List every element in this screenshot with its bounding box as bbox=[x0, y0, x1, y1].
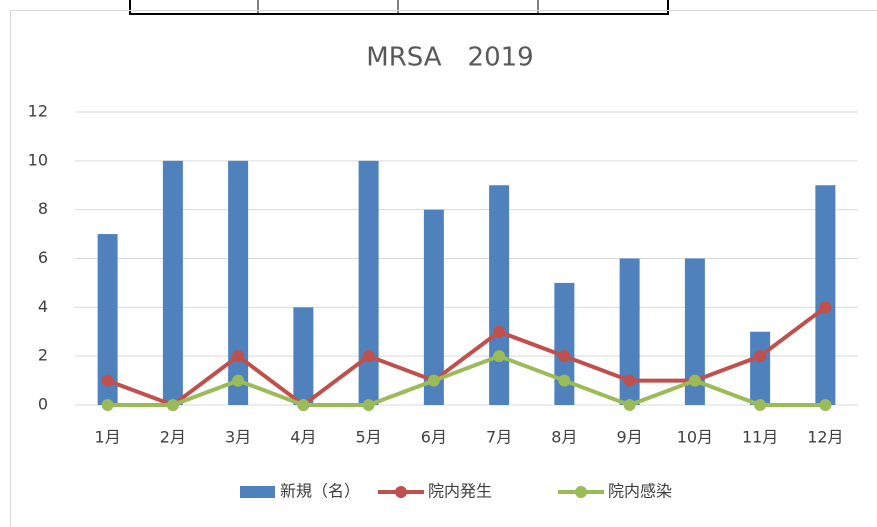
marker bbox=[819, 399, 832, 411]
x-tick-label: 6月 bbox=[421, 428, 447, 447]
bar bbox=[750, 331, 771, 405]
y-tick-label: 8 bbox=[38, 199, 48, 218]
y-tick-label: 12 bbox=[28, 102, 48, 121]
marker bbox=[623, 399, 636, 411]
x-tick-label: 8月 bbox=[551, 428, 577, 447]
bar bbox=[684, 258, 705, 405]
y-tick-label: 10 bbox=[28, 150, 48, 169]
bar bbox=[293, 307, 314, 405]
marker bbox=[166, 399, 179, 411]
line bbox=[107, 354, 826, 408]
y-tick-label: 0 bbox=[38, 395, 48, 414]
bar bbox=[619, 258, 640, 405]
legend-marker bbox=[575, 486, 587, 498]
table-fragment bbox=[129, 0, 669, 15]
x-tick-label: 10月 bbox=[677, 428, 713, 447]
line bbox=[106, 305, 827, 408]
x-tick-label: 4月 bbox=[290, 428, 316, 447]
marker bbox=[558, 374, 571, 387]
marker bbox=[754, 350, 767, 363]
x-tick-label: 11月 bbox=[742, 428, 778, 447]
marker bbox=[623, 374, 636, 387]
bar bbox=[554, 282, 575, 405]
bar bbox=[489, 185, 510, 405]
legend-label: 新規（名） bbox=[280, 482, 360, 501]
x-tick-label: 3月 bbox=[225, 428, 251, 447]
x-tick-label: 7月 bbox=[486, 428, 512, 447]
legend-label: 院内発生 bbox=[428, 482, 492, 501]
marker bbox=[493, 350, 506, 363]
x-tick-label: 9月 bbox=[617, 428, 643, 447]
bar bbox=[162, 160, 183, 405]
bar bbox=[358, 160, 379, 405]
bar bbox=[815, 185, 836, 405]
chart-border bbox=[10, 10, 877, 527]
marker bbox=[754, 399, 767, 411]
bar bbox=[97, 234, 118, 405]
bar bbox=[423, 209, 444, 405]
marker bbox=[493, 325, 506, 338]
chart-title: MRSA 2019 bbox=[366, 43, 533, 73]
marker bbox=[101, 374, 114, 387]
marker bbox=[819, 301, 832, 314]
marker bbox=[558, 350, 571, 363]
marker bbox=[362, 399, 375, 411]
legend-swatch bbox=[240, 486, 275, 498]
legend-marker bbox=[395, 486, 407, 498]
y-tick-label: 4 bbox=[38, 297, 48, 316]
legend-label: 院内感染 bbox=[608, 482, 672, 501]
marker bbox=[232, 350, 245, 363]
y-tick-label: 2 bbox=[38, 346, 48, 365]
marker bbox=[101, 399, 114, 411]
marker bbox=[427, 374, 440, 387]
bar bbox=[228, 160, 249, 405]
marker bbox=[688, 374, 701, 387]
y-tick-label: 6 bbox=[38, 248, 48, 267]
x-tick-label: 2月 bbox=[160, 428, 186, 447]
x-tick-label: 1月 bbox=[95, 428, 121, 447]
marker bbox=[232, 374, 245, 387]
x-tick-label: 5月 bbox=[356, 428, 382, 447]
marker bbox=[362, 350, 375, 363]
x-tick-label: 12月 bbox=[807, 428, 843, 447]
marker bbox=[297, 399, 310, 411]
